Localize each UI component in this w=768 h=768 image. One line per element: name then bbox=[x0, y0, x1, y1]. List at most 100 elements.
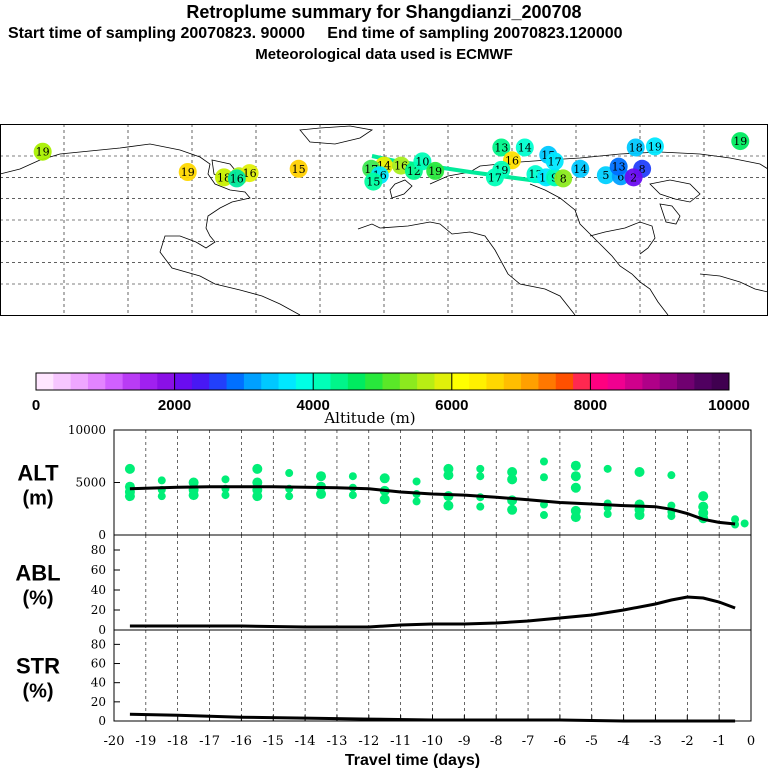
plume-marker bbox=[364, 172, 383, 191]
x-tick-label: -3 bbox=[649, 734, 662, 749]
colorbar-tick-label: 10000 bbox=[708, 397, 750, 414]
plume-marker bbox=[33, 142, 52, 161]
plume-marker bbox=[626, 138, 645, 157]
altitude-point bbox=[221, 475, 230, 484]
colorbar-ticks: 0 2000 4000 6000 8000 10000 bbox=[32, 373, 750, 414]
altitude-point bbox=[539, 473, 548, 482]
colorbar-swatch bbox=[330, 373, 349, 390]
plume-marker bbox=[515, 138, 534, 157]
plume-marker bbox=[227, 169, 246, 188]
y-axis-label: STR bbox=[16, 654, 60, 679]
plume-label: 13 bbox=[612, 161, 626, 174]
altitude-point bbox=[570, 512, 581, 523]
x-tick-label: -11 bbox=[390, 734, 411, 749]
colorbar-swatch bbox=[122, 373, 141, 390]
plume-label: 19 bbox=[648, 140, 662, 153]
altitude-point bbox=[124, 491, 135, 502]
y-tick-label: 0 bbox=[98, 714, 106, 728]
plume-label: 19 bbox=[36, 146, 50, 159]
colorbar-swatch bbox=[486, 373, 505, 390]
x-tick-label: -15 bbox=[263, 734, 284, 749]
altitude-point bbox=[634, 510, 645, 521]
colorbar-swatch bbox=[313, 373, 332, 390]
x-tick-label: -1 bbox=[713, 734, 726, 749]
plume-marker bbox=[426, 161, 445, 180]
y-axis-unit: (%) bbox=[22, 681, 53, 703]
altitude-point bbox=[667, 471, 676, 480]
y-tick-label: 5000 bbox=[75, 476, 106, 490]
x-tick-label: -12 bbox=[358, 734, 379, 749]
x-tick-label: -4 bbox=[617, 734, 630, 749]
plume-label: 15 bbox=[292, 163, 306, 176]
y-tick-label: 0 bbox=[98, 623, 106, 637]
panel-frame bbox=[113, 429, 752, 536]
x-tick-label: -5 bbox=[585, 734, 598, 749]
colorbar-swatch bbox=[711, 373, 730, 390]
colorbar-swatch bbox=[174, 373, 193, 390]
panel-alt: 10000 5000 0 ALT(m) bbox=[17, 423, 752, 542]
altitude-point bbox=[603, 510, 612, 518]
x-tick-label: -7 bbox=[522, 734, 535, 749]
colorbar-swatch bbox=[607, 373, 626, 390]
altitude-point bbox=[570, 482, 581, 493]
plume-label: 19 bbox=[181, 166, 195, 179]
altitude-point bbox=[476, 502, 485, 511]
colorbar-swatch bbox=[139, 373, 158, 390]
plume-label: 5 bbox=[602, 169, 609, 182]
y-tick-label: 40 bbox=[91, 583, 106, 597]
colorbar-swatch bbox=[70, 373, 89, 390]
altitude-point bbox=[379, 473, 390, 484]
x-tick-label: -18 bbox=[167, 734, 188, 749]
panel-str: 80 60 40 20 0 STR(%) bbox=[16, 629, 752, 728]
altitude-point bbox=[188, 490, 199, 501]
plume-marker bbox=[413, 152, 432, 171]
altitude-point bbox=[667, 512, 676, 521]
abl-fraction-line bbox=[129, 595, 736, 629]
plume-label: 16 bbox=[505, 154, 519, 167]
colorbar-swatch bbox=[590, 373, 609, 390]
plume-marker bbox=[485, 168, 504, 187]
plume-marker bbox=[545, 152, 564, 171]
colorbar-tick-label: 0 bbox=[32, 397, 40, 414]
sampling-time-subtitle: Start time of sampling 20070823. 90000 E… bbox=[8, 25, 623, 42]
altitude-point bbox=[285, 492, 294, 501]
colorbar-swatch bbox=[451, 373, 470, 390]
colorbar-swatch bbox=[694, 373, 713, 390]
x-tick-label: -8 bbox=[490, 734, 503, 749]
altitude-point bbox=[507, 467, 518, 477]
colorbar-tick-label: 2000 bbox=[158, 397, 191, 414]
retroplume-map: 1919181716161514161716151210191314161917… bbox=[0, 124, 768, 316]
colorbar-swatch bbox=[261, 373, 280, 390]
chart-title: Retroplume summary for Shangdianzi_20070… bbox=[186, 2, 582, 22]
x-axis-label: Travel time (days) bbox=[345, 752, 480, 768]
plume-label: 16 bbox=[243, 167, 257, 180]
colorbar-swatch bbox=[209, 373, 228, 390]
x-tick-label: -6 bbox=[554, 734, 567, 749]
altitude-colorbar: 0 2000 4000 6000 8000 10000 Altitude (m) bbox=[32, 372, 750, 427]
colorbar-swatch bbox=[226, 373, 245, 390]
altitude-point bbox=[316, 471, 327, 482]
altitude-point bbox=[221, 491, 230, 500]
colorbar-swatches bbox=[35, 372, 730, 391]
plume-marker bbox=[609, 157, 628, 176]
colorbar-swatch bbox=[677, 373, 695, 390]
colorbar-swatch bbox=[625, 373, 643, 390]
colorbar-swatch bbox=[521, 373, 539, 390]
colorbar-swatch bbox=[642, 373, 661, 390]
altitude-median-line bbox=[129, 485, 736, 526]
plume-label: 16 bbox=[394, 160, 408, 173]
y-tick-label: 60 bbox=[91, 657, 106, 671]
colorbar-tick-label: 4000 bbox=[297, 397, 330, 414]
plume-label: 10 bbox=[415, 155, 429, 168]
plume-label: 18 bbox=[217, 171, 231, 184]
altitude-point bbox=[252, 477, 263, 488]
plume-label: 16 bbox=[230, 172, 244, 185]
colorbar-swatch bbox=[157, 373, 176, 390]
y-tick-label: 40 bbox=[91, 676, 106, 690]
colorbar-tick-label: 8000 bbox=[574, 397, 607, 414]
y-tick-label: 0 bbox=[98, 528, 106, 542]
meteorological-data-subtitle: Meteorological data used is ECMWF bbox=[255, 46, 513, 63]
altitude-point bbox=[285, 469, 294, 478]
altitude-point bbox=[443, 500, 454, 511]
colorbar-swatch bbox=[555, 373, 574, 390]
